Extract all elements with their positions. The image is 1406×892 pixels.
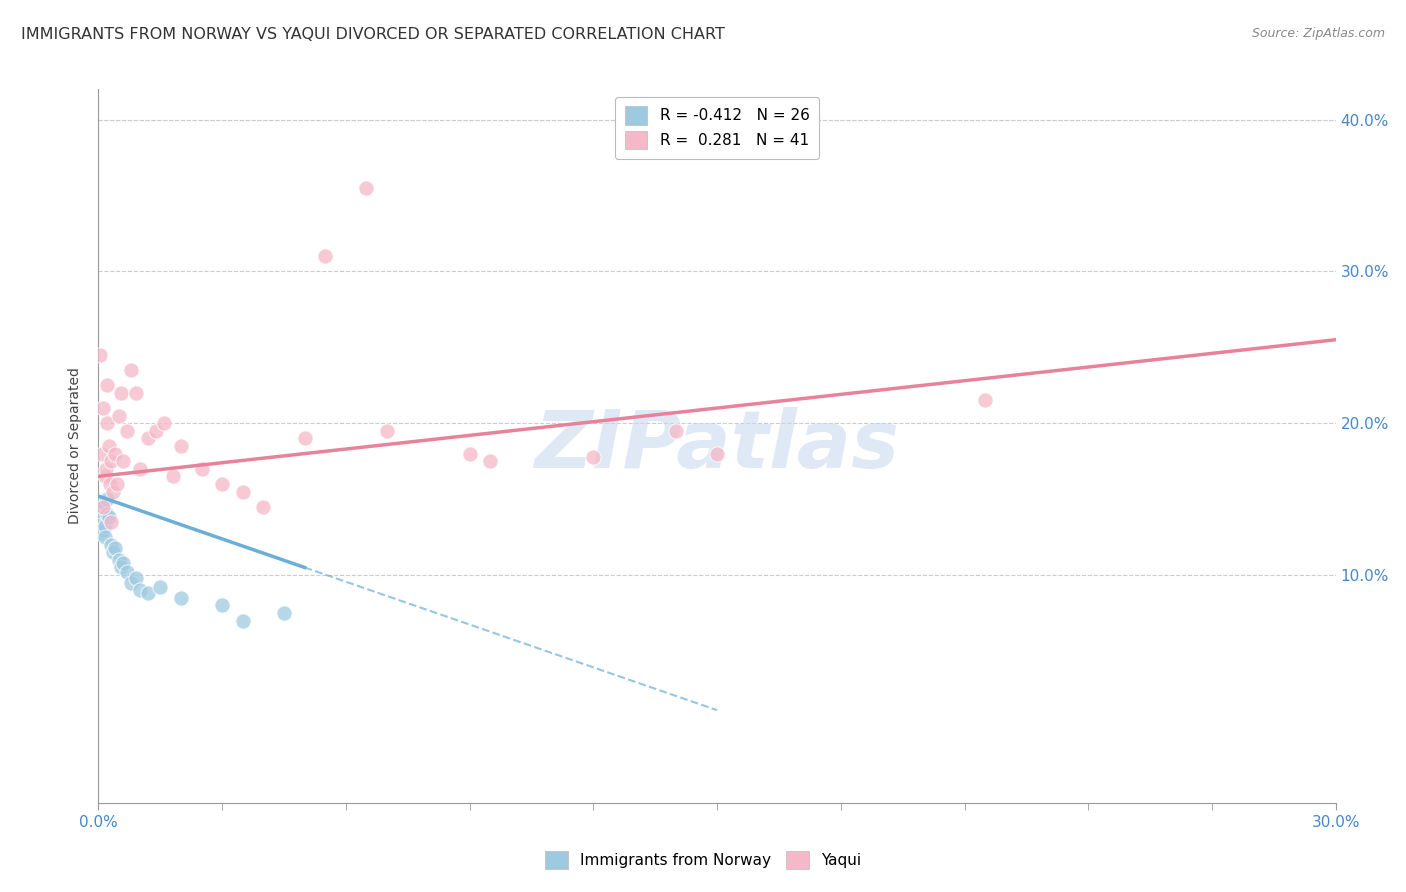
- Point: [170, 591, 193, 605]
- Point: [104, 541, 127, 555]
- Point: [93, 500, 115, 514]
- Point: [458, 447, 481, 461]
- Point: [124, 385, 146, 400]
- Point: [112, 556, 135, 570]
- Point: [136, 431, 159, 445]
- Point: [162, 469, 184, 483]
- Legend: Immigrants from Norway, Yaqui: Immigrants from Norway, Yaqui: [538, 845, 868, 875]
- Point: [100, 454, 122, 468]
- Point: [94, 462, 117, 476]
- Point: [93, 495, 115, 509]
- Point: [479, 454, 502, 468]
- Point: [91, 525, 114, 540]
- Point: [149, 580, 172, 594]
- Point: [211, 477, 233, 491]
- Point: [104, 447, 127, 461]
- Point: [100, 538, 122, 552]
- Point: [294, 431, 316, 445]
- Point: [100, 515, 122, 529]
- Point: [89, 515, 111, 529]
- Point: [101, 545, 124, 559]
- Point: [314, 249, 336, 263]
- Point: [108, 553, 131, 567]
- Point: [375, 424, 398, 438]
- Y-axis label: Divorced or Separated: Divorced or Separated: [69, 368, 83, 524]
- Point: [211, 599, 233, 613]
- Point: [665, 424, 688, 438]
- Point: [128, 583, 150, 598]
- Point: [273, 606, 295, 620]
- Text: ZIPatlas: ZIPatlas: [534, 407, 900, 485]
- Point: [91, 523, 114, 537]
- Text: IMMIGRANTS FROM NORWAY VS YAQUI DIVORCED OR SEPARATED CORRELATION CHART: IMMIGRANTS FROM NORWAY VS YAQUI DIVORCED…: [21, 27, 725, 42]
- Point: [120, 575, 142, 590]
- Point: [93, 469, 115, 483]
- Point: [105, 477, 128, 491]
- Point: [128, 462, 150, 476]
- Point: [89, 348, 111, 362]
- Point: [96, 508, 118, 522]
- Point: [90, 504, 112, 518]
- Point: [112, 454, 135, 468]
- Point: [190, 462, 212, 476]
- Point: [232, 484, 254, 499]
- Point: [232, 614, 254, 628]
- Point: [97, 439, 120, 453]
- Point: [136, 586, 159, 600]
- Point: [145, 424, 167, 438]
- Point: [96, 378, 118, 392]
- Point: [110, 560, 132, 574]
- Point: [120, 363, 142, 377]
- Point: [101, 484, 124, 499]
- Point: [974, 393, 997, 408]
- Point: [170, 439, 193, 453]
- Point: [110, 385, 132, 400]
- Point: [96, 492, 118, 507]
- Text: Source: ZipAtlas.com: Source: ZipAtlas.com: [1251, 27, 1385, 40]
- Point: [117, 565, 139, 579]
- Point: [582, 450, 605, 464]
- Point: [706, 447, 728, 461]
- Point: [97, 510, 120, 524]
- Point: [252, 500, 274, 514]
- Point: [117, 424, 139, 438]
- Point: [108, 409, 131, 423]
- Point: [153, 416, 176, 430]
- Point: [98, 477, 121, 491]
- Point: [90, 447, 112, 461]
- Legend: R = -0.412   N = 26, R =  0.281   N = 41: R = -0.412 N = 26, R = 0.281 N = 41: [616, 97, 818, 159]
- Point: [124, 571, 146, 585]
- Point: [93, 519, 115, 533]
- Point: [91, 401, 114, 415]
- Point: [94, 530, 117, 544]
- Point: [96, 416, 118, 430]
- Point: [356, 181, 378, 195]
